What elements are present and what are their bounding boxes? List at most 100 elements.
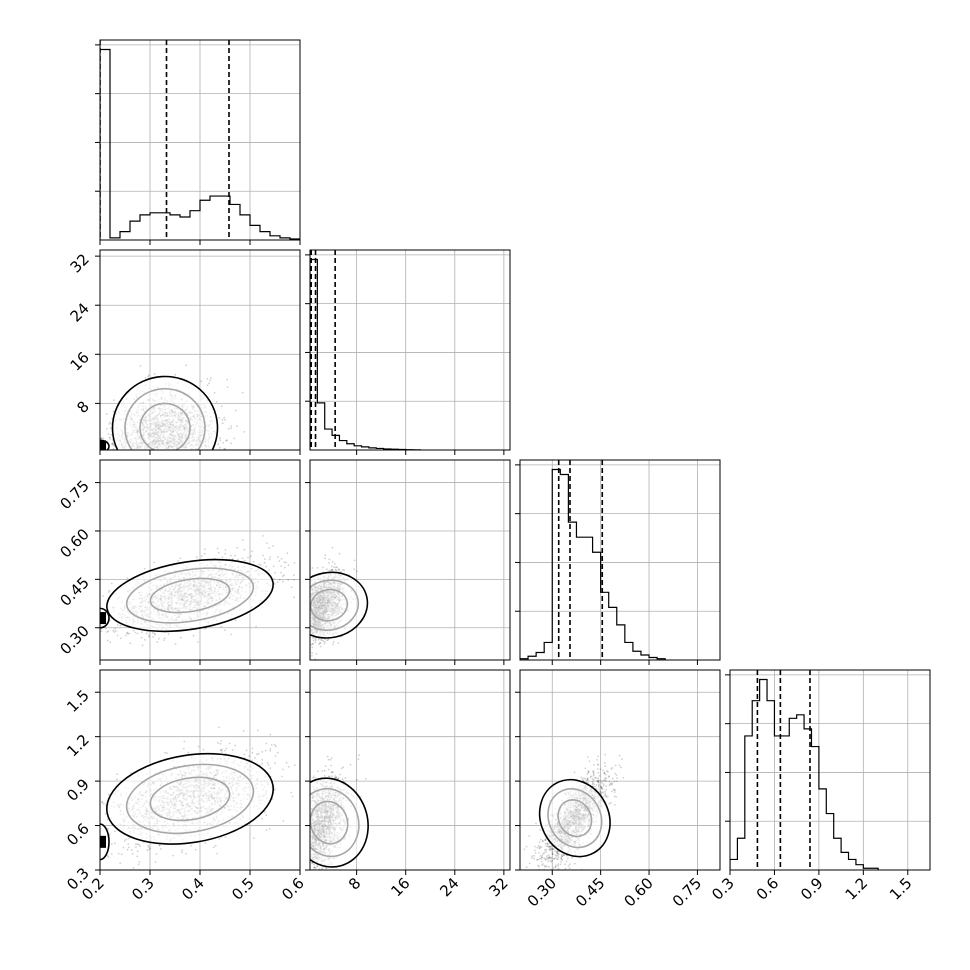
scatter-point — [89, 605, 91, 607]
scatter-point — [128, 846, 130, 849]
scatter-point — [112, 444, 115, 447]
scatter-point — [256, 753, 258, 756]
scatter-point — [45, 867, 47, 869]
scatter-point — [231, 558, 234, 561]
scatter-point — [224, 418, 226, 421]
scatter-point — [265, 542, 268, 544]
scatter-point — [89, 619, 91, 621]
scatter-point — [129, 642, 132, 645]
scatter-point — [206, 377, 209, 380]
scatter-point — [151, 631, 154, 634]
contour-line — [111, 375, 219, 450]
y-tick-label: 0.9 — [63, 775, 93, 805]
scatter-point — [293, 562, 296, 564]
scatter-point — [113, 399, 115, 402]
scatter-point — [278, 578, 281, 581]
scatter-point — [243, 431, 246, 433]
panel-3-0: 0.2 0.3 0.4 0.5 0.60.30.60.91.21.5 — [45, 669, 308, 904]
scatter-point — [287, 765, 290, 768]
scatter-point — [136, 850, 139, 853]
scatter-point — [107, 793, 110, 796]
scatter-point — [263, 561, 266, 564]
scatter-point — [270, 744, 273, 746]
scatter-point — [154, 633, 156, 636]
scatter-point — [224, 552, 227, 555]
scatter-point — [107, 630, 110, 633]
scatter-point — [204, 842, 207, 844]
scatter-point — [283, 574, 285, 577]
scatter-point — [234, 619, 237, 621]
scatter-point — [274, 755, 277, 757]
scatter-point — [108, 591, 110, 593]
scatter-point — [123, 840, 126, 842]
y-tick-label: 0.6 — [63, 820, 93, 850]
scatter-point — [105, 413, 108, 415]
scatter-point — [147, 375, 149, 378]
scatter-point — [181, 849, 184, 852]
scatter-point — [197, 641, 200, 643]
scatter-point — [272, 565, 275, 568]
scatter-point — [286, 552, 289, 555]
histogram-step — [310, 258, 422, 450]
panel-2-1 — [305, 459, 511, 665]
scatter-point — [147, 374, 150, 377]
scatter-point — [96, 625, 98, 627]
scatter-point — [143, 567, 146, 570]
scatter-point — [206, 384, 209, 386]
scatter-point — [230, 427, 233, 429]
scatter-point — [106, 639, 109, 642]
scatter-point — [136, 843, 139, 845]
scatter-point — [117, 852, 120, 855]
scatter-point — [337, 642, 340, 644]
scatter-point — [245, 749, 248, 752]
scatter-point — [252, 560, 255, 563]
spike-density — [100, 440, 106, 450]
scatter-point — [287, 578, 289, 581]
scatter-point — [218, 726, 220, 729]
scatter-point — [86, 421, 88, 423]
scatter-point — [272, 545, 274, 547]
density-contours — [106, 558, 274, 633]
scatter-point — [328, 569, 331, 572]
scatter-point — [256, 729, 259, 732]
y-tick-label: 1.5 — [63, 686, 93, 716]
scatter-point — [218, 416, 220, 419]
scatter-point — [110, 582, 113, 585]
scatter-point — [236, 425, 238, 428]
scatter-point — [79, 613, 81, 615]
scatter-point — [230, 554, 233, 557]
scatter-point — [234, 554, 237, 557]
scatter-point — [137, 863, 140, 866]
scatter-point — [92, 447, 94, 449]
scatter-point — [101, 437, 103, 439]
scatter-point — [116, 624, 119, 626]
scatter-point — [268, 828, 271, 830]
scatter-point — [110, 853, 113, 855]
scatter-point — [224, 629, 226, 632]
scatter-point — [120, 637, 122, 640]
scatter-point — [126, 577, 129, 580]
panel-2-2 — [515, 459, 721, 665]
scatter-point — [61, 828, 63, 830]
scatter-point — [146, 849, 149, 852]
scatter-point — [114, 842, 116, 845]
scatter-point — [147, 844, 149, 847]
y-tick-label: 8 — [73, 397, 92, 416]
scatter-point — [261, 758, 264, 761]
scatter-point — [251, 759, 253, 762]
scatter-point — [164, 637, 166, 640]
scatter-point — [152, 635, 155, 638]
scatter-point — [248, 755, 251, 758]
scatter-point — [120, 853, 123, 856]
scatter-point — [84, 822, 86, 824]
scatter-point — [293, 764, 296, 767]
scatter-point — [221, 748, 224, 751]
scatter-point — [221, 556, 224, 559]
scatter-point — [108, 589, 111, 592]
scatter-point — [261, 817, 263, 820]
grid-lines — [520, 460, 720, 660]
scatter-point — [234, 744, 237, 747]
scatter-point — [268, 569, 270, 571]
scatter-point — [88, 819, 90, 821]
scatter-point — [219, 437, 221, 440]
